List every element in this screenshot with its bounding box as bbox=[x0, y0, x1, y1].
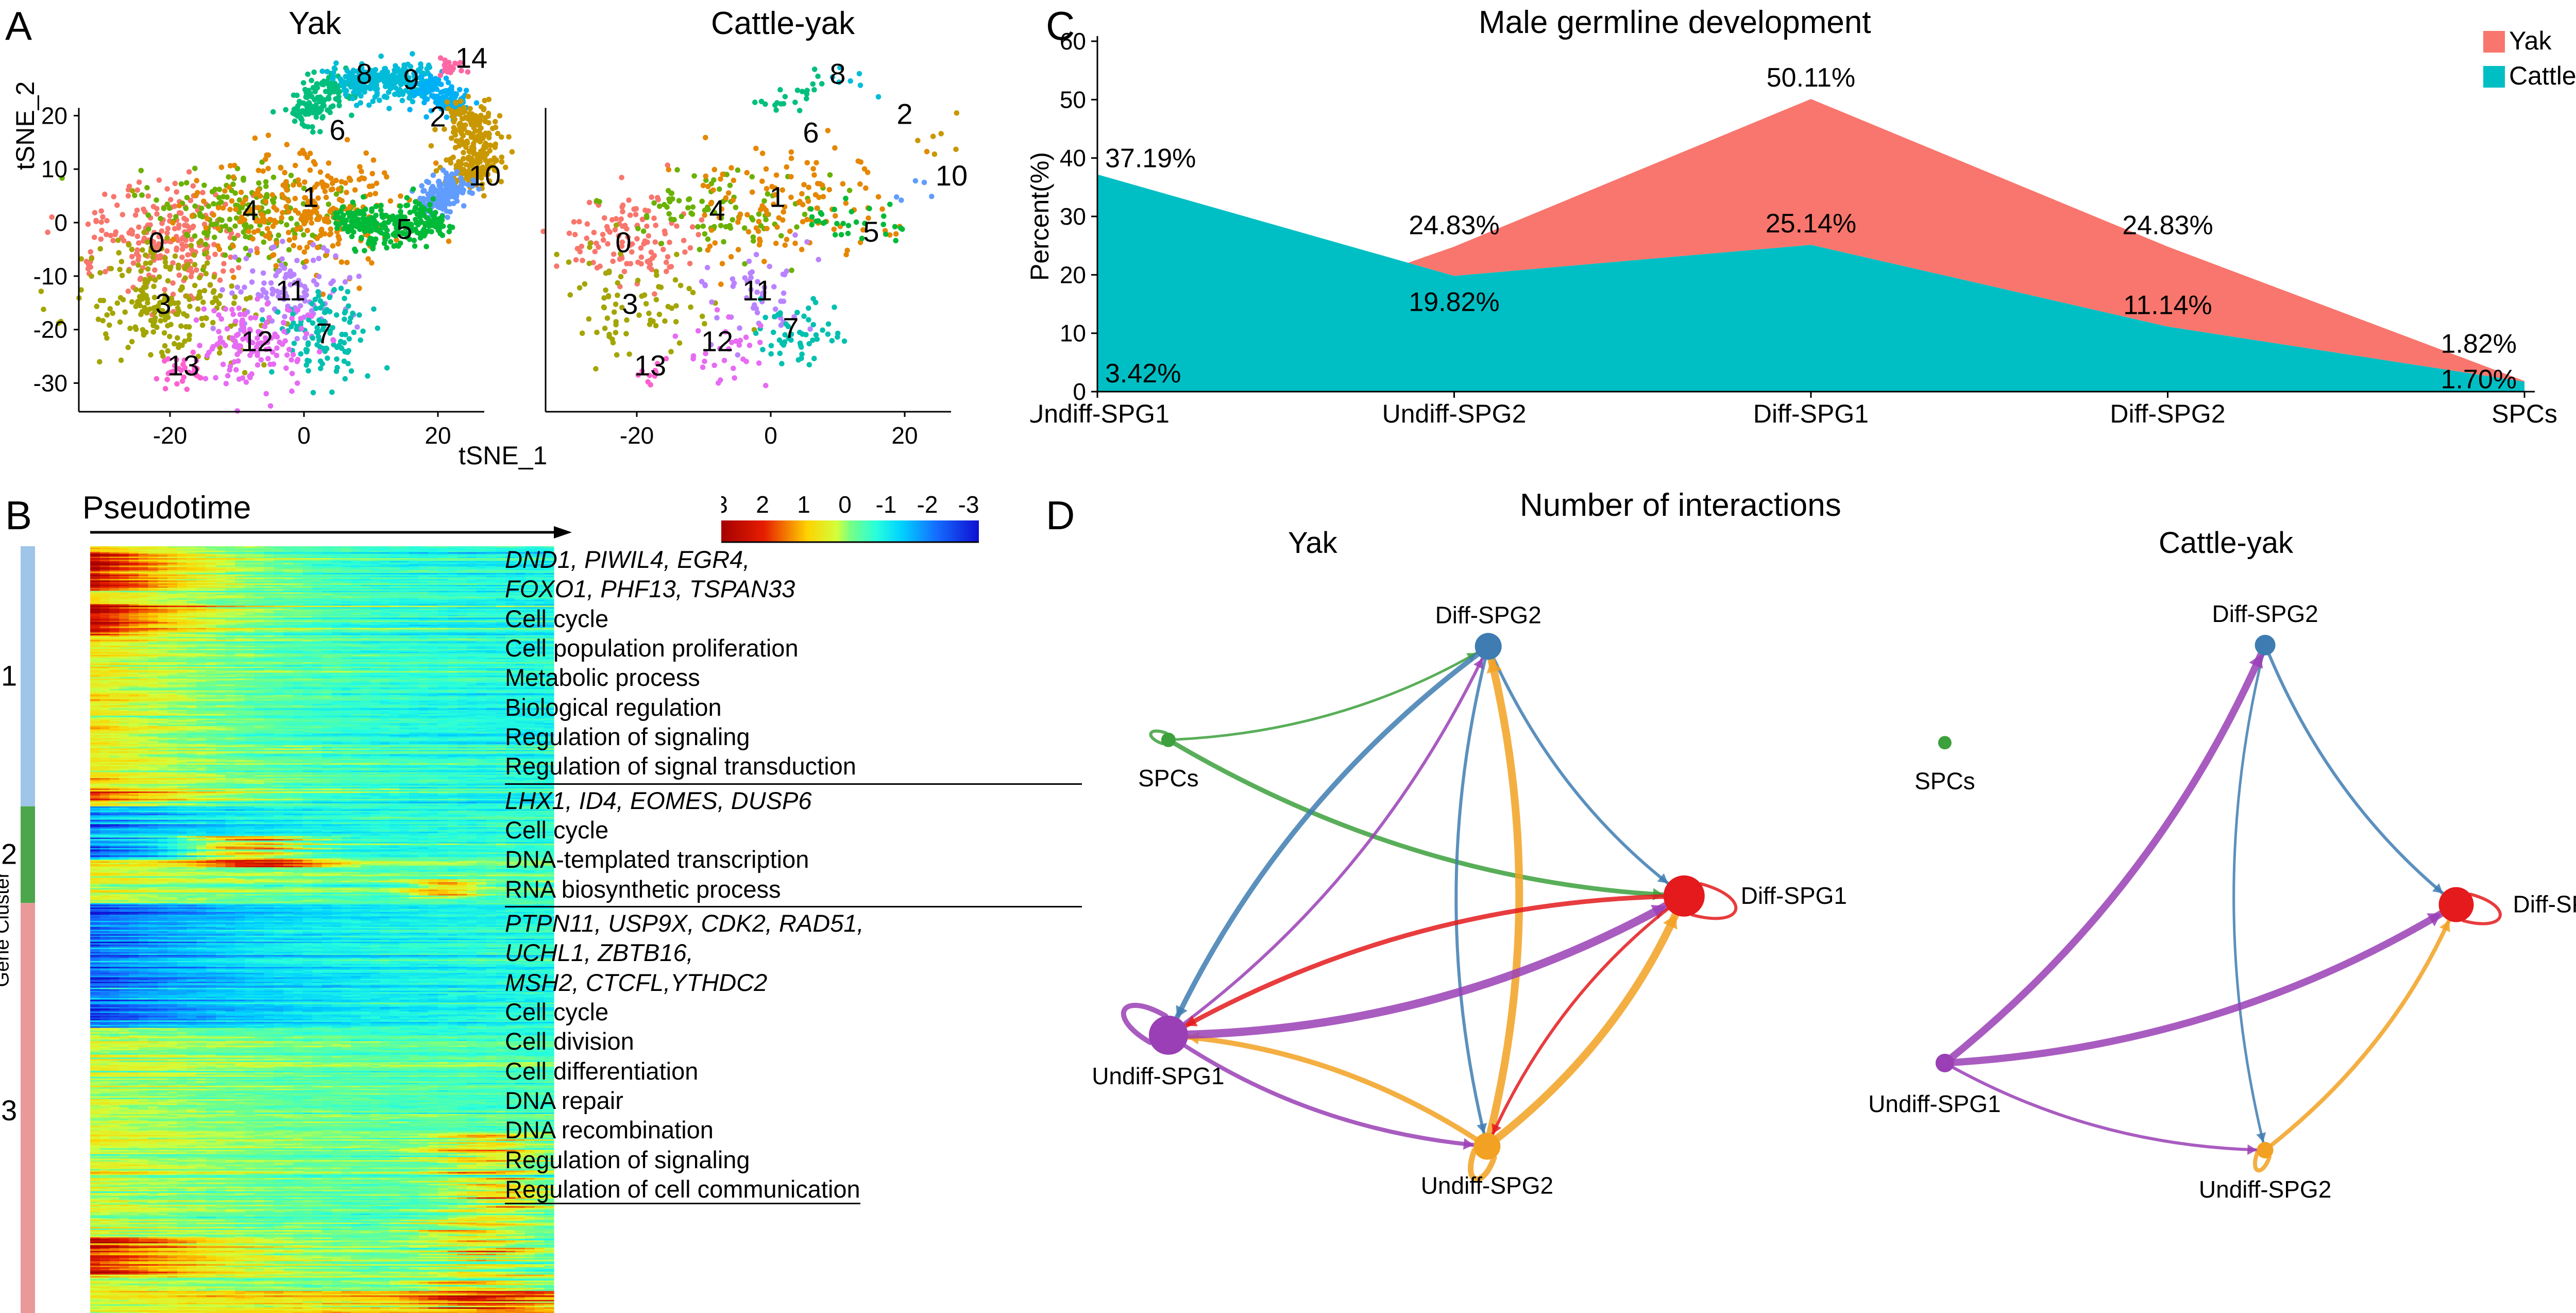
svg-text:2: 2 bbox=[896, 97, 912, 130]
svg-text:8: 8 bbox=[829, 58, 845, 90]
svg-text:11: 11 bbox=[742, 274, 772, 307]
svg-text:6: 6 bbox=[803, 116, 819, 149]
svg-text:7: 7 bbox=[783, 312, 799, 344]
svg-text:0: 0 bbox=[764, 422, 777, 449]
svg-text:1: 1 bbox=[769, 180, 785, 213]
svg-text:12: 12 bbox=[701, 325, 733, 358]
svg-text:5: 5 bbox=[863, 215, 879, 248]
svg-text:10: 10 bbox=[936, 159, 968, 192]
svg-text:20: 20 bbox=[891, 422, 918, 449]
svg-text:0: 0 bbox=[615, 226, 631, 259]
svg-text:13: 13 bbox=[634, 349, 666, 381]
svg-text:3: 3 bbox=[622, 288, 638, 320]
svg-text:-20: -20 bbox=[620, 422, 654, 449]
svg-text:4: 4 bbox=[709, 194, 725, 226]
